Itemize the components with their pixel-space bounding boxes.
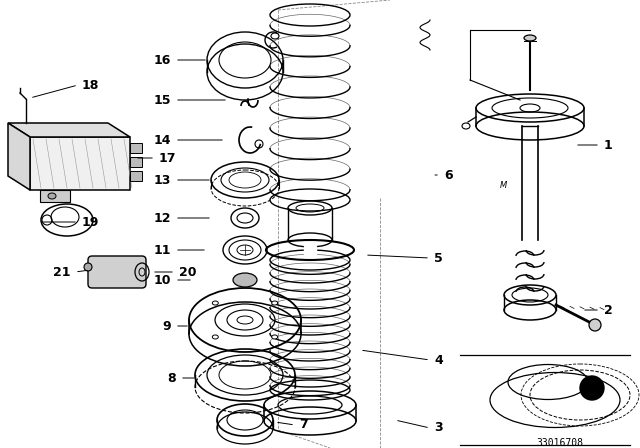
Text: 6: 6 xyxy=(444,168,452,181)
Text: 1: 1 xyxy=(604,138,612,151)
Text: 10: 10 xyxy=(154,273,171,287)
Bar xyxy=(40,190,70,202)
Text: 21: 21 xyxy=(54,266,71,279)
Text: 8: 8 xyxy=(168,371,176,384)
Ellipse shape xyxy=(272,301,278,305)
Ellipse shape xyxy=(84,263,92,271)
Text: 4: 4 xyxy=(434,353,443,366)
Ellipse shape xyxy=(212,301,218,305)
Text: 14: 14 xyxy=(154,134,171,146)
Text: 3: 3 xyxy=(434,422,443,435)
Bar xyxy=(130,171,142,181)
Text: 11: 11 xyxy=(154,244,171,257)
Text: 5: 5 xyxy=(434,251,443,264)
Ellipse shape xyxy=(589,319,601,331)
Polygon shape xyxy=(304,246,316,254)
Text: 12: 12 xyxy=(154,211,171,224)
Text: M: M xyxy=(500,181,508,190)
Polygon shape xyxy=(8,123,30,190)
Ellipse shape xyxy=(272,335,278,339)
Text: 13: 13 xyxy=(154,173,171,186)
Text: 17: 17 xyxy=(159,151,177,164)
Text: 20: 20 xyxy=(179,266,196,279)
Polygon shape xyxy=(8,123,130,137)
Polygon shape xyxy=(30,137,130,190)
Ellipse shape xyxy=(524,35,536,41)
Ellipse shape xyxy=(212,335,218,339)
Text: 18: 18 xyxy=(82,78,99,91)
Text: 7: 7 xyxy=(299,418,308,431)
Text: 15: 15 xyxy=(154,94,171,107)
Circle shape xyxy=(580,376,604,400)
Text: 9: 9 xyxy=(163,319,171,332)
Text: 16: 16 xyxy=(154,53,171,66)
Text: 2: 2 xyxy=(604,303,612,316)
Ellipse shape xyxy=(48,193,56,199)
FancyBboxPatch shape xyxy=(88,256,146,288)
Text: 19: 19 xyxy=(82,215,99,228)
Bar xyxy=(130,143,142,153)
Bar xyxy=(130,157,142,167)
Text: 33016708: 33016708 xyxy=(536,438,584,448)
Ellipse shape xyxy=(233,273,257,287)
